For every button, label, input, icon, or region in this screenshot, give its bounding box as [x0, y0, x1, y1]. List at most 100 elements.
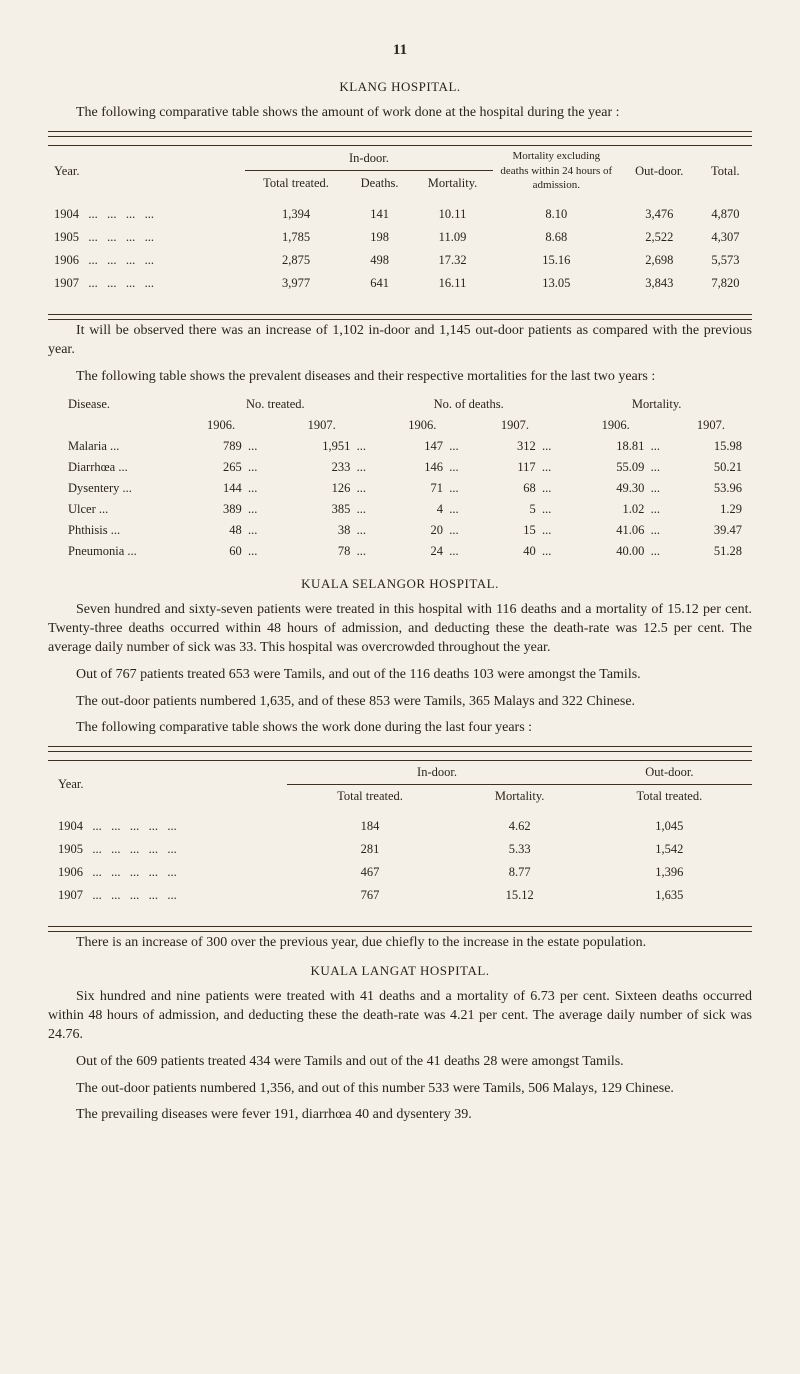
cell: 40.00 ... — [561, 541, 670, 562]
cell: 312 ... — [469, 436, 562, 457]
langat-p3: The out-door patients numbered 1,356, an… — [48, 1080, 752, 1099]
cell: 265 ... — [175, 457, 268, 478]
cell: 7,820 — [699, 272, 752, 302]
selangor-title: KUALA SELANGOR HOSPITAL. — [48, 575, 752, 593]
cell: 147 ... — [376, 436, 469, 457]
cell: 184 — [287, 808, 452, 838]
cell: 41.06 ... — [561, 520, 670, 541]
cell: 55.09 ... — [561, 457, 670, 478]
cell: 5 ... — [469, 499, 562, 520]
cell: 144 ... — [175, 478, 268, 499]
cell-year: 1907 ... ... ... ... ... — [48, 884, 287, 914]
cell: 38 ... — [267, 520, 376, 541]
cell: 8.68 — [493, 226, 620, 249]
th-t1906: 1906. — [175, 415, 268, 436]
cell: 1,045 — [587, 808, 752, 838]
cell-year: 1904 ... ... ... ... ... — [48, 808, 287, 838]
cell: 15.98 — [670, 436, 752, 457]
cell-disease: Dysentery ... — [48, 478, 175, 499]
cell: 5.33 — [453, 838, 587, 861]
klang-table: Year. In-door. Mortality excluding death… — [48, 145, 752, 302]
cell: 15.12 — [453, 884, 587, 914]
th-soutdoor: Out-door. — [587, 761, 752, 785]
cell: 13.05 — [493, 272, 620, 302]
cell: 2,698 — [620, 249, 699, 272]
th-year: Year. — [48, 145, 245, 196]
th-total-treated: Total treated. — [245, 171, 347, 196]
th-deaths: Deaths. — [347, 171, 412, 196]
cell: 233 ... — [267, 457, 376, 478]
th-indoor: In-door. — [245, 145, 493, 171]
th-smort: Mortality. — [453, 785, 587, 808]
table-row: Pneumonia ...60 ...78 ...24 ...40 ...40.… — [48, 541, 752, 562]
th-d1907: 1907. — [469, 415, 562, 436]
table-row: 1906 ... ... ... ... ...4678.771,396 — [48, 861, 752, 884]
cell: 2,522 — [620, 226, 699, 249]
cell: 3,843 — [620, 272, 699, 302]
cell: 51.28 — [670, 541, 752, 562]
cell: 49.30 ... — [561, 478, 670, 499]
cell: 141 — [347, 196, 412, 226]
cell: 8.77 — [453, 861, 587, 884]
cell-year: 1904 ... ... ... ... — [48, 196, 245, 226]
cell: 117 ... — [469, 457, 562, 478]
cell: 1,396 — [587, 861, 752, 884]
cell: 40 ... — [469, 541, 562, 562]
selangor-p2: Out of 767 patients treated 653 were Tam… — [48, 666, 752, 685]
cell: 39.47 — [670, 520, 752, 541]
cell: 1,785 — [245, 226, 347, 249]
th-sindoor: In-door. — [287, 761, 586, 785]
th-mort24: Mortality excluding deaths within 24 hou… — [493, 145, 620, 196]
cell: 4 ... — [376, 499, 469, 520]
cell-year: 1907 ... ... ... ... — [48, 272, 245, 302]
th-dmortality: Mortality. — [561, 394, 752, 415]
cell-disease: Pneumonia ... — [48, 541, 175, 562]
table-row: Phthisis ...48 ...38 ...20 ...15 ...41.0… — [48, 520, 752, 541]
th-total: Total. — [699, 145, 752, 196]
cell: 11.09 — [412, 226, 493, 249]
cell: 10.11 — [412, 196, 493, 226]
cell: 71 ... — [376, 478, 469, 499]
th-m1907: 1907. — [670, 415, 752, 436]
cell: 15.16 — [493, 249, 620, 272]
cell: 1.02 ... — [561, 499, 670, 520]
th-syear: Year. — [48, 761, 287, 808]
cell-year: 1906 ... ... ... ... — [48, 249, 245, 272]
cell: 2,875 — [245, 249, 347, 272]
table-row: Diarrhœa ...265 ...233 ...146 ...117 ...… — [48, 457, 752, 478]
cell: 198 — [347, 226, 412, 249]
cell: 53.96 — [670, 478, 752, 499]
th-m1906: 1906. — [561, 415, 670, 436]
cell-year: 1905 ... ... ... ... ... — [48, 838, 287, 861]
cell: 1.29 — [670, 499, 752, 520]
th-sott: Total treated. — [587, 785, 752, 808]
cell: 146 ... — [376, 457, 469, 478]
th-outdoor: Out-door. — [620, 145, 699, 196]
cell: 3,476 — [620, 196, 699, 226]
table-row: Dysentery ...144 ...126 ...71 ...68 ...4… — [48, 478, 752, 499]
cell: 4.62 — [453, 808, 587, 838]
langat-title: KUALA LANGAT HOSPITAL. — [48, 962, 752, 980]
selangor-p3: The out-door patients numbered 1,635, an… — [48, 693, 752, 712]
cell-year: 1906 ... ... ... ... ... — [48, 861, 287, 884]
cell: 16.11 — [412, 272, 493, 302]
cell: 20 ... — [376, 520, 469, 541]
th-ndeaths: No. of deaths. — [376, 394, 561, 415]
table-row: 1904 ... ... ... ...1,39414110.118.103,4… — [48, 196, 752, 226]
cell: 3,977 — [245, 272, 347, 302]
langat-p4: The prevailing diseases were fever 191, … — [48, 1106, 752, 1125]
table-row: 1904 ... ... ... ... ...1844.621,045 — [48, 808, 752, 838]
cell: 126 ... — [267, 478, 376, 499]
th-stt: Total treated. — [287, 785, 452, 808]
cell: 281 — [287, 838, 452, 861]
th-d1906: 1906. — [376, 415, 469, 436]
cell: 48 ... — [175, 520, 268, 541]
cell-disease: Ulcer ... — [48, 499, 175, 520]
cell: 8.10 — [493, 196, 620, 226]
table-row: 1906 ... ... ... ...2,87549817.3215.162,… — [48, 249, 752, 272]
cell: 767 — [287, 884, 452, 914]
table-row: 1905 ... ... ... ... ...2815.331,542 — [48, 838, 752, 861]
cell: 389 ... — [175, 499, 268, 520]
page-number: 11 — [48, 40, 752, 60]
selangor-note: There is an increase of 300 over the pre… — [48, 934, 752, 953]
